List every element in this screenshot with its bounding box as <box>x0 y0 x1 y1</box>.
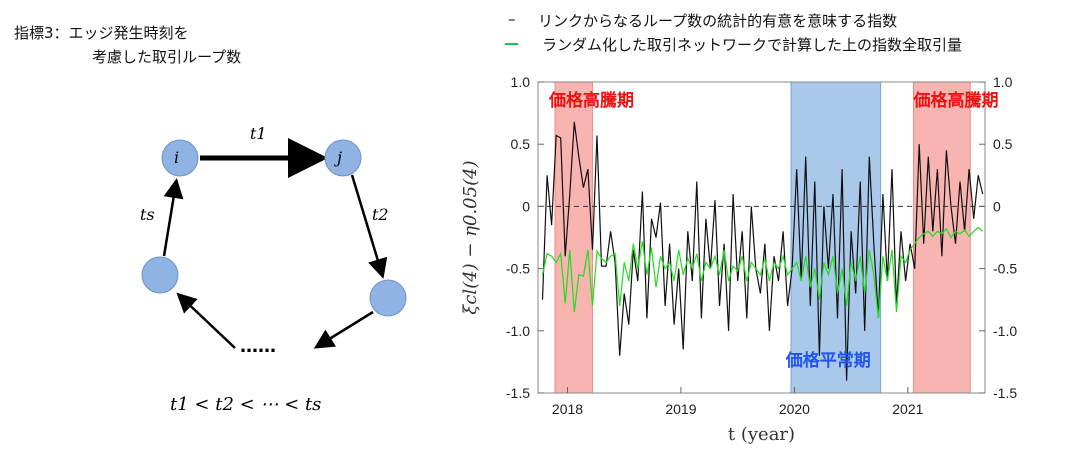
x-tick-label: 2018 <box>552 401 583 417</box>
y-tick-label-left: -1.0 <box>506 323 530 339</box>
x-tick-label: 2019 <box>665 401 696 417</box>
legend-black-label: リンクからなるループ数の統計的有意を意味する指数 <box>538 12 898 30</box>
diagram-title-line2: 考慮した取引ループ数 <box>92 48 242 66</box>
plot-frame <box>537 81 986 394</box>
region-label-0: 価格高騰期 <box>548 90 634 111</box>
y-tick-label-left: 0 <box>522 198 530 214</box>
edge-label-ts: ts <box>140 205 155 224</box>
x-tick-label: 2021 <box>892 401 923 417</box>
edge-label-t1: t1 <box>250 124 267 143</box>
ellipsis: …… <box>240 336 276 357</box>
x-axis-label: t (year) <box>728 424 795 445</box>
shaded-region-2 <box>913 81 971 394</box>
y-axis-label: ξcl(4) − η0.05(4) <box>460 160 481 314</box>
node-left <box>141 256 179 294</box>
edge-to-dots <box>313 310 374 349</box>
node-i <box>161 139 199 177</box>
y-tick-label-right: 0.5 <box>993 136 1013 152</box>
y-tick-label-right: -1.0 <box>993 323 1017 339</box>
y-tick-label-left: 0.5 <box>511 136 531 152</box>
legend-green-marker: — <box>504 34 519 52</box>
edge-left-i <box>162 178 184 257</box>
y-tick-label-right: -1.5 <box>993 385 1017 401</box>
y-tick-label-left: 1.0 <box>511 74 531 90</box>
edge-j-next <box>350 174 388 279</box>
edge-dots-left <box>176 292 236 349</box>
region-label-2: 価格高騰期 <box>913 90 999 111</box>
x-tick-label: 2020 <box>779 401 810 417</box>
legend-green-label: ランダム化した取引ネットワークで計算した上の指数全取引量 <box>542 36 963 54</box>
y-tick-label-right: 0 <box>993 198 1001 214</box>
y-tick-label-left: -1.5 <box>506 385 530 401</box>
order-formula: t1 < t2 < ⋯ < ts <box>170 394 322 415</box>
y-tick-label-right: -0.5 <box>993 261 1017 277</box>
loop-diagram <box>141 138 407 349</box>
region-label-1: 価格平常期 <box>785 350 871 371</box>
node-i-label: i <box>174 148 180 167</box>
shaded-region-1 <box>790 81 882 394</box>
diagram-title-line1: 指標3：エッジ発生時刻を <box>14 24 189 42</box>
legend-black-marker: – <box>508 10 516 28</box>
y-tick-label-right: 1.0 <box>993 74 1013 90</box>
series-green-line <box>541 226 984 319</box>
y-tick-label-left: -0.5 <box>506 261 530 277</box>
edge-label-t2: t2 <box>372 205 389 224</box>
node-j-label: j <box>337 148 342 167</box>
node-right <box>369 279 407 317</box>
node-j <box>324 139 362 177</box>
